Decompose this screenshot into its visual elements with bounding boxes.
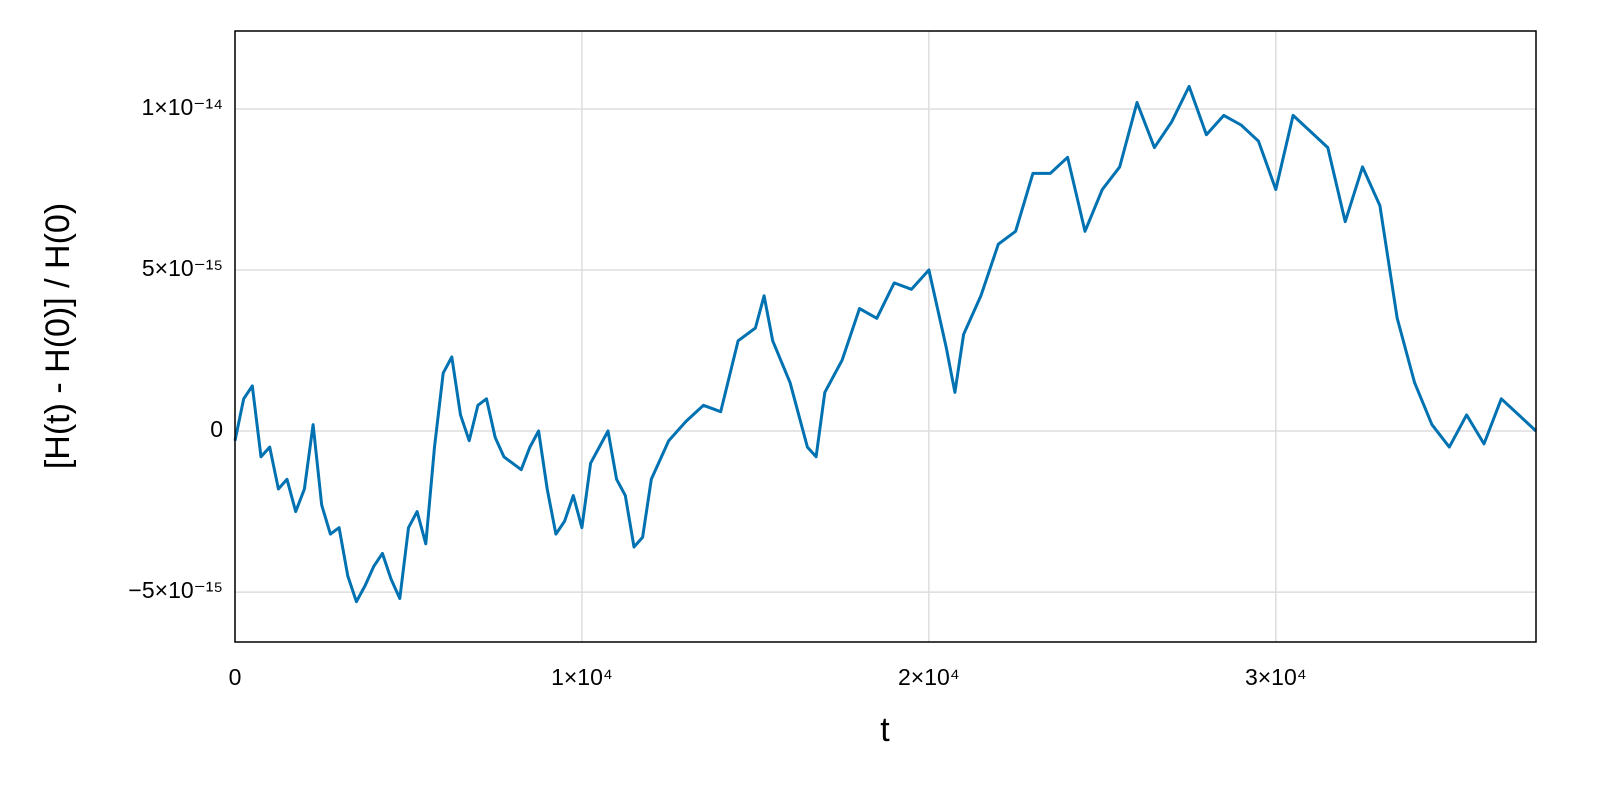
x-tick-label: 1×10⁴ xyxy=(551,664,613,690)
x-tick-label: 3×10⁴ xyxy=(1245,664,1307,690)
y-axis-label: [H(t) - H(0)] / H(0) xyxy=(39,203,77,469)
x-axis-label: t xyxy=(880,711,890,749)
y-tick-label: −5×10⁻¹⁵ xyxy=(128,577,223,603)
plot-frame xyxy=(234,30,1537,643)
y-tick-label: 0 xyxy=(210,416,223,442)
y-tick-label: 1×10⁻¹⁴ xyxy=(142,94,224,120)
y-tick-label: 5×10⁻¹⁵ xyxy=(142,255,223,281)
x-tick-label: 0 xyxy=(229,664,242,690)
x-tick-label: 2×10⁴ xyxy=(898,664,960,690)
data-line xyxy=(233,84,1538,604)
